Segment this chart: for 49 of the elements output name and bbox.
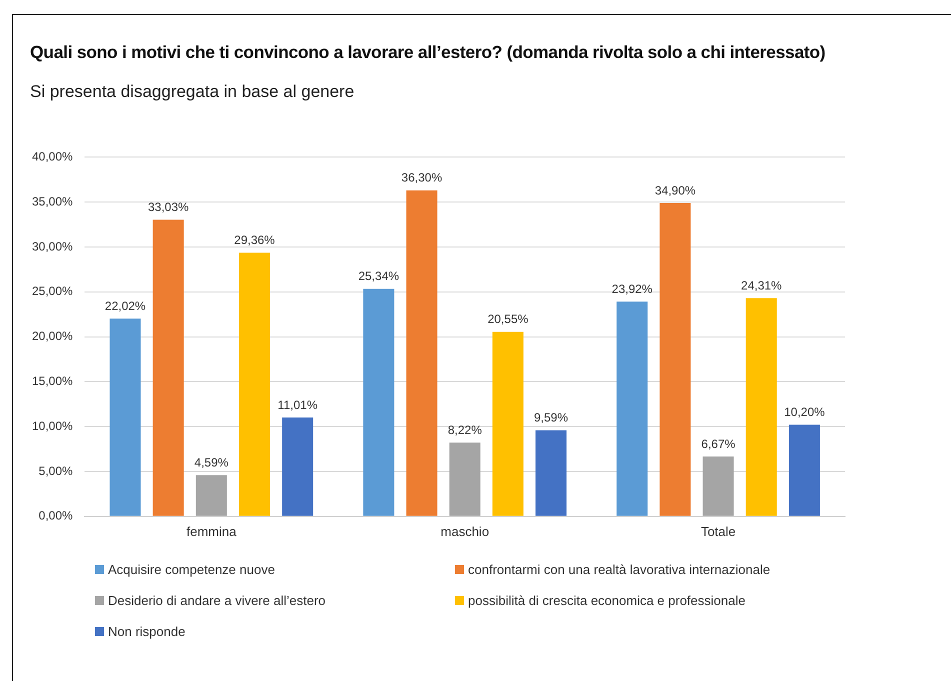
data-label: 9,59% (534, 410, 568, 425)
data-label: 11,01% (278, 398, 318, 412)
y-tick-label: 15,00% (32, 374, 74, 388)
data-label: 8,22% (448, 422, 482, 437)
y-tick-label: 40,00% (32, 150, 74, 164)
bar (110, 318, 141, 516)
bar (406, 190, 438, 516)
data-label: 4,59% (194, 455, 229, 470)
data-label: 36,30% (401, 170, 442, 185)
data-label: 34,90% (654, 183, 696, 198)
bar (660, 203, 691, 516)
x-tick-label: maschio (440, 524, 490, 539)
x-tick-label: femmina (186, 524, 238, 539)
data-label: 20,55% (488, 312, 529, 326)
y-tick-label: 35,00% (32, 194, 74, 208)
data-label: 29,36% (234, 233, 276, 248)
bar (282, 418, 314, 516)
data-label: 22,02% (104, 298, 146, 313)
bar (746, 298, 777, 516)
y-tick-label: 25,00% (32, 284, 74, 298)
y-tick-label: 0,00% (38, 508, 74, 523)
bar (702, 456, 734, 516)
legend-label: possibilità di crescita economica e professionale (468, 593, 746, 608)
data-label: 10,20% (784, 405, 826, 420)
bar (363, 288, 394, 516)
legend-label: Desiderio di andare a vivere all’estero (108, 593, 326, 608)
legend-label: Acquisire competenze nuove (108, 562, 275, 577)
chart-title: Quali sono i motivi che ti convincono a lavorare all’estero? (domanda rivolta solo a chi interessato) (30, 42, 826, 63)
y-tick-label: 10,00% (32, 418, 74, 433)
bar (492, 332, 524, 516)
data-label: 24,31% (741, 278, 782, 292)
bar (536, 430, 567, 516)
bar (238, 252, 270, 516)
y-tick-label: 5,00% (38, 464, 74, 478)
data-label: 23,92% (612, 282, 653, 296)
x-tick-label: Totale (700, 524, 736, 539)
bar (616, 302, 648, 516)
y-tick-label: 30,00% (32, 239, 74, 254)
data-label: 25,34% (358, 269, 400, 284)
y-tick-label: 20,00% (32, 329, 74, 344)
chart-subtitle: Si presenta disaggregata in base al genere (30, 82, 354, 102)
bar (449, 442, 480, 516)
bar (196, 475, 227, 516)
legend-label: Non risponde (108, 624, 186, 639)
bar (788, 424, 820, 516)
legend-label: confrontarmi con una realtà lavorativa internazionale (468, 562, 770, 577)
bar (152, 220, 184, 516)
data-label: 33,03% (148, 200, 190, 214)
data-label: 6,67% (701, 436, 736, 451)
